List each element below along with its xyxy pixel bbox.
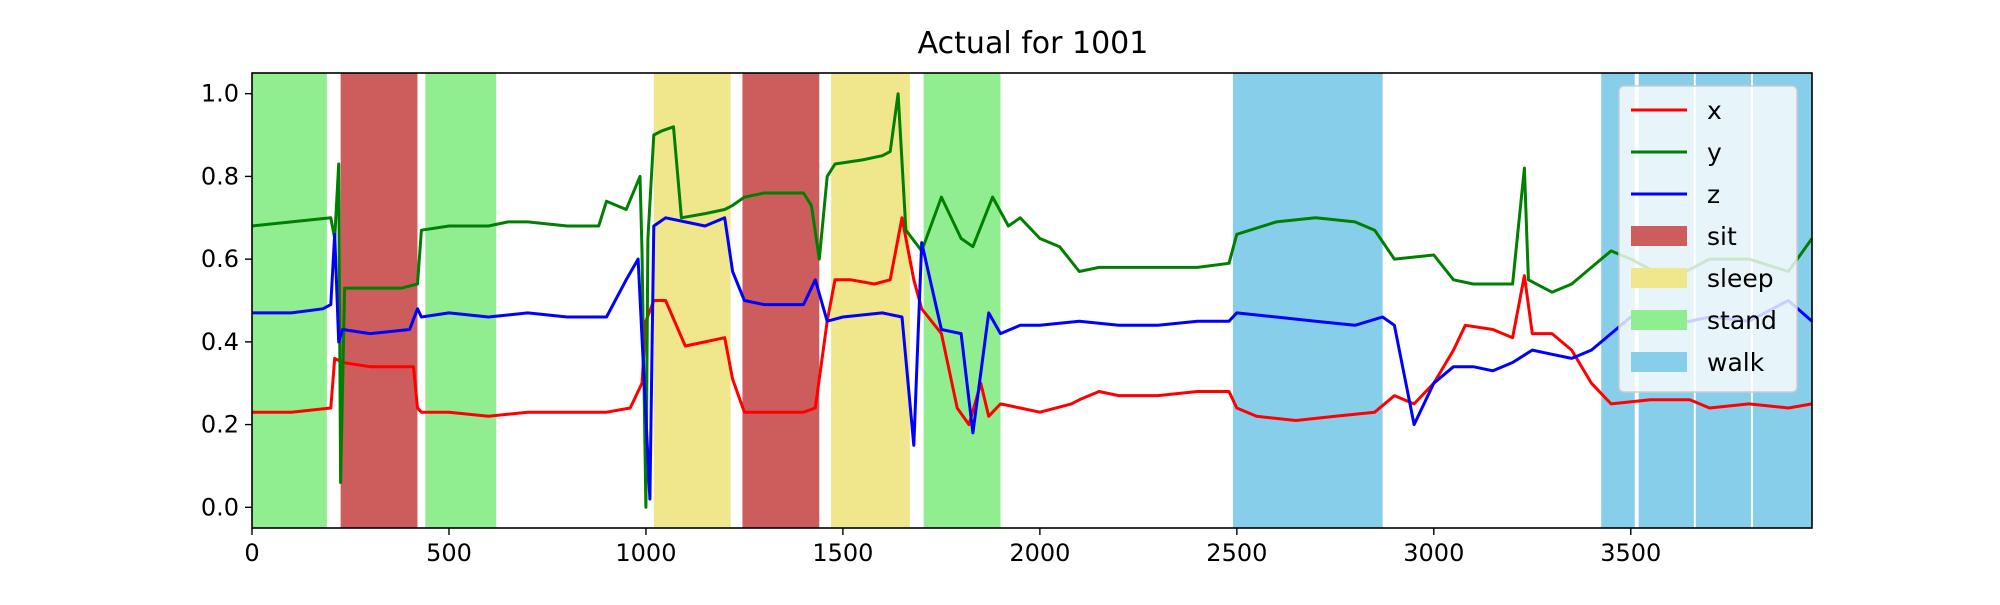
y-tick-label: 0.6 [201,245,239,273]
x-tick-label: 3500 [1600,539,1661,567]
x-tick-label: 3000 [1403,539,1464,567]
y-tick-label: 1.0 [201,80,239,108]
series-line-x [252,216,1813,427]
series-line-z [252,216,1813,501]
region-sit [742,73,820,528]
legend-label-z: z [1707,180,1720,209]
region-walk [1232,73,1383,528]
axes: 0 500 1000 1500 2000 2500 3000 3500 0.0 0.2 0.4 0.6… [201,72,1813,567]
region-sleep [831,73,910,528]
region-stand [425,73,497,528]
legend-label-y: y [1707,138,1722,167]
region-stand [923,73,1001,528]
legend-label-x: x [1707,96,1722,125]
legend: xyz sit sleep stand walk [1618,85,1798,393]
y-tick-label: 0.4 [201,328,239,356]
plot-frame [251,72,1813,529]
y-tick-label: 0.2 [201,411,239,439]
x-tick-label: 500 [426,539,472,567]
legend-swatch-sit [1631,226,1687,246]
legend-swatch-sleep [1631,268,1687,288]
x-tick-label: 2000 [1009,539,1070,567]
legend-swatch-walk [1631,352,1687,372]
region-sit [340,73,418,528]
y-tick-label: 0.8 [201,162,239,190]
series-line-y [251,92,1814,509]
region-stand [252,73,327,528]
series-lines [251,92,1814,509]
x-tick-label: 0 [244,539,259,567]
legend-label-stand: stand [1707,306,1777,335]
y-tick-label: 0.0 [201,493,239,521]
x-tick-label: 2500 [1206,539,1267,567]
legend-label-sleep: sleep [1707,264,1774,293]
legend-label-sit: sit [1707,222,1737,251]
chart-title: Actual for 1001 [918,26,1149,61]
legend-label-walk: walk [1707,348,1765,377]
x-tick-label: 1500 [812,539,873,567]
x-tick-label: 1000 [615,539,676,567]
legend-swatch-stand [1631,310,1687,330]
activity-regions [252,73,1812,528]
